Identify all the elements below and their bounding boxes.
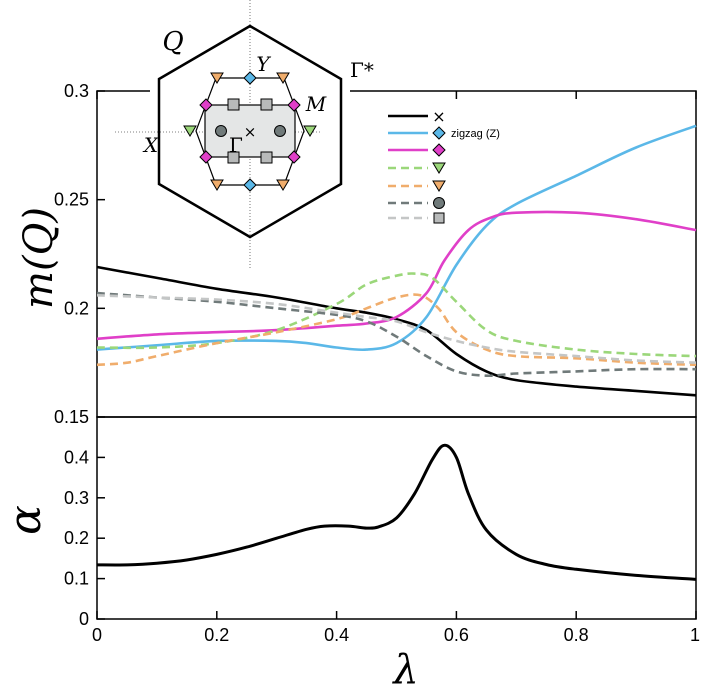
x-tick-label: 0.4 <box>324 625 349 645</box>
alpha-series-line <box>96 443 697 581</box>
bottom-axes: 0 0.1 0.2 0.3 0.4 0 0.2 0.4 0.6 0.8 1 <box>64 91 700 645</box>
orange-triangle-marker <box>276 72 290 84</box>
legend-green-triangle <box>432 162 446 174</box>
green-triangle-marker <box>303 125 317 137</box>
outer-hexagon <box>157 24 343 239</box>
inset-label-gamma: Γ <box>229 133 243 157</box>
zigzag-diamond-marker <box>243 71 257 85</box>
legend-gray-circle <box>433 197 445 209</box>
bottom-y-tick-label: 0.3 <box>64 488 89 508</box>
orange-triangle-marker <box>276 179 290 191</box>
brillouin-zone-inset: Q Γ* Y M X Γ × <box>115 0 374 268</box>
circle-marker <box>215 125 227 137</box>
green-triangle-marker <box>183 125 197 137</box>
orange-triangle-marker <box>210 179 224 191</box>
bottom-series-group <box>96 443 697 581</box>
x-tick-label: 0.2 <box>204 625 229 645</box>
top-series-line-2 <box>96 210 697 341</box>
legend-zigzag-label: zigzag (Z) <box>451 128 500 140</box>
legend-orange-triangle <box>432 180 446 192</box>
top-series-line-0 <box>96 265 697 397</box>
magenta-diamond-marker <box>199 98 213 112</box>
top-y-tick-label: 0.2 <box>64 298 89 318</box>
square-marker <box>227 98 240 111</box>
zigzag-diamond-marker <box>243 178 257 192</box>
bottom-y-tick-label: 0.4 <box>64 447 89 467</box>
top-series-line-1 <box>96 124 697 352</box>
top-y-axis-label: m(Q) <box>16 207 62 309</box>
square-marker <box>227 151 240 164</box>
magenta-diamond-marker <box>287 150 301 164</box>
bottom-y-tick-label: 0.2 <box>64 528 89 548</box>
inset-label-m: M <box>305 92 327 116</box>
legend-zigzag-diamond <box>432 126 446 140</box>
bottom-y-tick-label: 0 <box>79 609 89 629</box>
x-tick-label: 0.6 <box>444 625 469 645</box>
inset-label-y: Y <box>256 52 271 76</box>
orange-triangle-marker <box>210 72 224 84</box>
top-series-group <box>96 124 697 397</box>
top-y-tick-label: 0.25 <box>54 190 89 210</box>
legend-gray-square <box>433 212 445 224</box>
top-y-axis: 0.15 0.2 0.25 0.3 <box>54 81 105 427</box>
top-series-line-4 <box>96 293 697 367</box>
bottom-panel-frame <box>96 416 697 620</box>
inset-label-x: X <box>142 133 159 157</box>
legend-cross-marker: × <box>432 107 445 126</box>
inset-gamma-cross: × <box>244 123 257 141</box>
magenta-diamond-marker <box>199 150 213 164</box>
top-y-tick-label: 0.15 <box>54 407 89 427</box>
top-series-line-3 <box>96 272 697 358</box>
legend: × zigzag (Z) <box>388 107 500 224</box>
x-tick-label: 1 <box>690 625 700 645</box>
square-marker <box>260 98 273 111</box>
inset-label-q: Q <box>162 27 183 57</box>
bottom-y-axis-label: α <box>0 505 51 535</box>
bottom-y-tick-label: 0.1 <box>64 569 89 589</box>
x-tick-label: 0 <box>92 625 102 645</box>
magenta-diamond-marker <box>287 98 301 112</box>
inset-label-gamma-star: Γ* <box>350 58 374 82</box>
square-marker <box>260 151 273 164</box>
legend-magenta-diamond <box>432 143 446 157</box>
top-y-tick-label: 0.3 <box>64 81 89 101</box>
top-series-line-6 <box>96 294 697 364</box>
circle-marker <box>274 125 286 137</box>
x-axis-label: λ <box>391 647 418 686</box>
x-tick-label: 0.8 <box>564 625 589 645</box>
